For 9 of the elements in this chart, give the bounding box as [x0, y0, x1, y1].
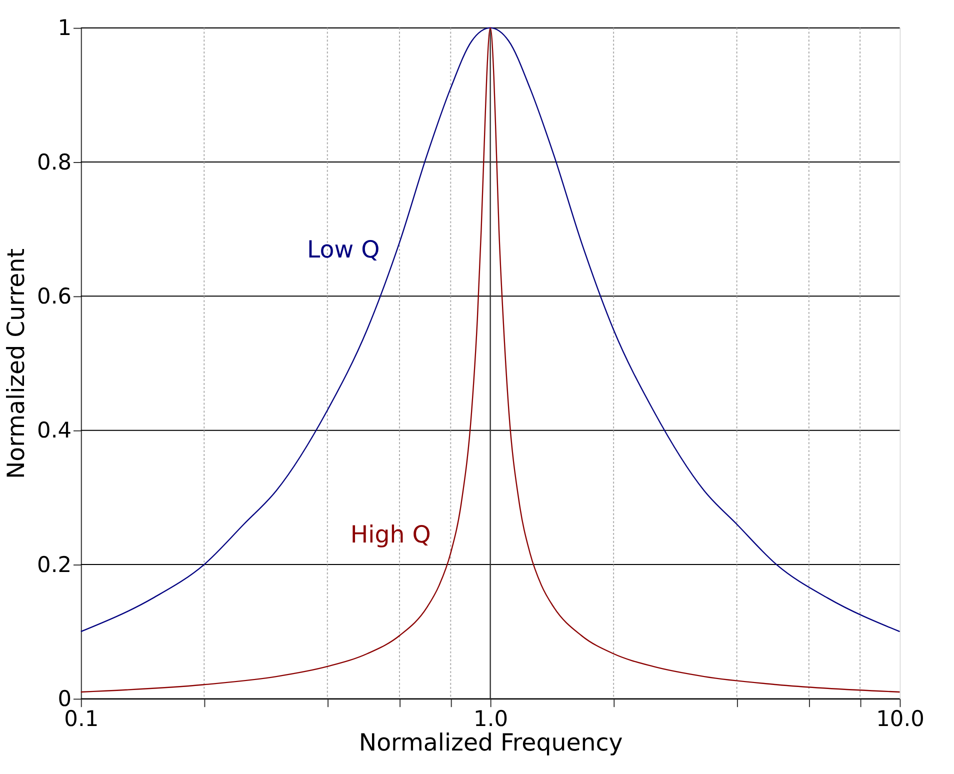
x-tick-label: 10.0 — [876, 706, 924, 732]
y-axis-title: Normalized Current — [2, 248, 30, 480]
y-tick-label: 0.8 — [37, 150, 72, 176]
y-tick-label: 0.4 — [37, 418, 72, 444]
y-tick-label: 1 — [58, 16, 72, 42]
series-label: Low Q — [307, 235, 380, 264]
y-tick-label: 0.2 — [37, 552, 72, 578]
series-label: High Q — [350, 520, 431, 548]
y-tick-label: 0.6 — [37, 284, 72, 310]
